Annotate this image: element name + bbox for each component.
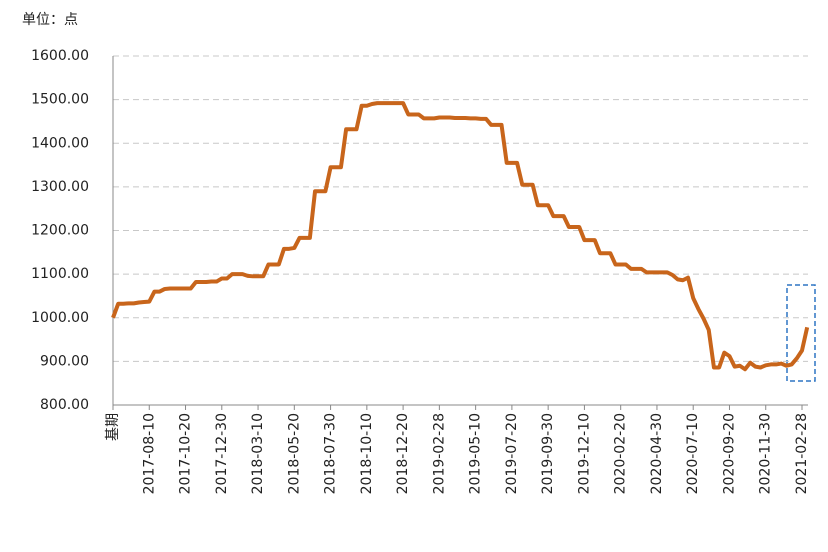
x-tick-label: 2021-02-28 <box>794 413 810 494</box>
y-tick-label: 1300.00 <box>31 179 89 195</box>
y-tick-label: 1600.00 <box>31 48 89 64</box>
x-tick-label: 2017-10-20 <box>178 413 194 494</box>
x-tick-label: 2018-12-20 <box>395 413 411 494</box>
y-tick-label: 1000.00 <box>31 310 89 326</box>
x-tick-label: 2019-05-10 <box>468 413 484 494</box>
x-tick-label: 2020-04-30 <box>649 413 665 494</box>
y-tick-label: 1500.00 <box>31 92 89 108</box>
x-tick-label: 2020-11-30 <box>758 413 774 494</box>
x-tick-label: 基期 <box>104 413 121 441</box>
x-tick-label: 2018-07-30 <box>323 413 339 494</box>
y-tick-label: 1400.00 <box>31 135 89 151</box>
y-tick-label: 1200.00 <box>31 223 89 239</box>
x-tick-label: 2019-09-30 <box>540 413 556 494</box>
x-tick-label: 2018-10-10 <box>359 413 375 494</box>
x-tick-label: 2020-09-20 <box>721 413 737 494</box>
x-tick-label: 2018-03-10 <box>250 413 266 494</box>
x-tick-label: 2019-12-10 <box>576 413 592 494</box>
y-tick-label: 900.00 <box>40 353 89 369</box>
x-tick-label: 2020-02-20 <box>613 413 629 494</box>
x-tick-label: 2020-07-10 <box>685 413 701 494</box>
line-series <box>111 101 810 372</box>
x-tick-label: 2018-05-20 <box>286 413 302 494</box>
x-tick-label: 2017-08-10 <box>141 413 157 494</box>
highlight-box <box>786 284 816 382</box>
y-tick-label: 800.00 <box>40 397 89 413</box>
x-tick-label: 2017-12-30 <box>214 413 230 494</box>
x-tick-label: 2019-07-20 <box>504 413 520 494</box>
y-tick-label: 1100.00 <box>31 266 89 282</box>
x-tick-label: 2019-02-28 <box>431 413 447 494</box>
unit-label: 单位：点 <box>22 12 78 28</box>
